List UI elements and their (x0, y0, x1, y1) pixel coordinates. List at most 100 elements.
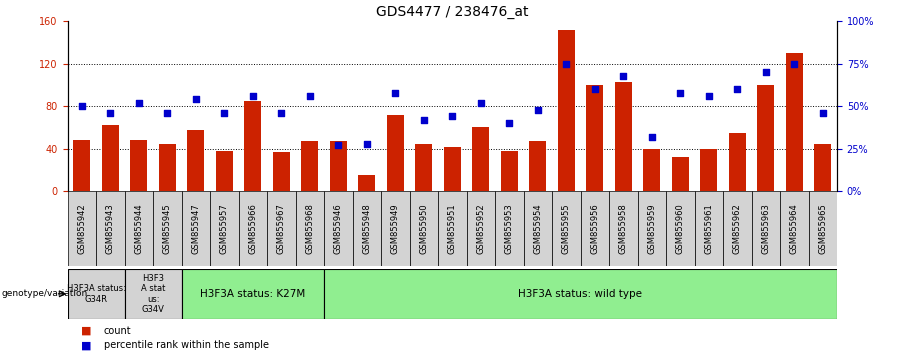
Bar (780, 191, 808, 266)
Bar (353, 191, 381, 266)
Bar (495, 191, 524, 266)
Point (103, 110, 117, 116)
Bar (723, 191, 752, 266)
Bar (96, 191, 124, 266)
Bar (609, 191, 637, 266)
Text: GSM855963: GSM855963 (761, 203, 770, 254)
Text: GSM855968: GSM855968 (305, 203, 314, 254)
Bar (295, 191, 324, 266)
Bar (210, 191, 239, 266)
Bar (500, 151, 518, 191)
Point (759, 69, 773, 75)
Text: GSM855961: GSM855961 (704, 203, 713, 254)
Point (673, 90, 688, 96)
Bar (124, 269, 182, 319)
Bar (358, 175, 375, 191)
Bar (68, 269, 124, 319)
Title: GDS4477 / 238476_at: GDS4477 / 238476_at (376, 5, 528, 19)
Text: H3F3A status: wild type: H3F3A status: wild type (518, 289, 643, 299)
Point (302, 93, 317, 99)
Bar (324, 269, 837, 319)
Text: GSM855956: GSM855956 (590, 203, 599, 254)
Text: GSM855966: GSM855966 (248, 203, 257, 254)
Text: GSM855943: GSM855943 (106, 203, 115, 254)
Text: GSM855959: GSM855959 (647, 203, 656, 254)
Bar (73, 140, 90, 191)
Bar (752, 191, 780, 266)
Point (75, 103, 89, 109)
Bar (695, 191, 723, 266)
Point (644, 134, 659, 139)
Text: GSM855964: GSM855964 (790, 203, 799, 254)
Bar (182, 191, 210, 266)
Bar (529, 141, 546, 191)
Bar (329, 141, 346, 191)
Bar (615, 82, 632, 191)
Bar (302, 141, 319, 191)
Bar (637, 191, 666, 266)
Point (331, 142, 346, 148)
Point (473, 100, 488, 105)
Point (502, 120, 517, 126)
Bar (444, 147, 461, 191)
Point (417, 117, 431, 122)
Point (359, 141, 374, 147)
Text: GSM855944: GSM855944 (134, 203, 143, 254)
Bar (524, 191, 552, 266)
Bar (124, 191, 153, 266)
Bar (238, 191, 267, 266)
Text: GSM855947: GSM855947 (191, 203, 200, 254)
Point (388, 90, 402, 96)
Bar (586, 85, 603, 191)
Text: GSM855946: GSM855946 (334, 203, 343, 254)
Text: GSM855967: GSM855967 (277, 203, 286, 254)
Bar (216, 151, 233, 191)
Bar (700, 149, 717, 191)
Text: GSM855945: GSM855945 (163, 203, 172, 254)
Bar (438, 191, 466, 266)
Bar (472, 127, 490, 191)
Text: GSM855942: GSM855942 (77, 203, 86, 254)
Text: GSM855948: GSM855948 (362, 203, 371, 254)
Text: GSM855955: GSM855955 (562, 203, 571, 254)
Text: percentile rank within the sample: percentile rank within the sample (104, 340, 268, 350)
Point (445, 114, 459, 119)
Bar (466, 191, 495, 266)
Bar (244, 101, 261, 191)
Bar (558, 30, 575, 191)
Text: GSM855957: GSM855957 (220, 203, 229, 254)
Text: genotype/variation: genotype/variation (2, 289, 88, 298)
Point (559, 61, 573, 67)
Point (531, 107, 545, 113)
Bar (182, 269, 324, 319)
Bar (387, 115, 404, 191)
Bar (158, 144, 176, 191)
Bar (68, 191, 96, 266)
Bar (644, 149, 661, 191)
Bar (808, 191, 837, 266)
Bar (324, 191, 353, 266)
Text: H3F3A status:
G34R: H3F3A status: G34R (67, 284, 125, 303)
Text: GSM855962: GSM855962 (733, 203, 742, 254)
Bar (267, 191, 295, 266)
Bar (381, 191, 410, 266)
Point (787, 61, 801, 67)
Text: GSM855949: GSM855949 (391, 203, 400, 254)
Bar (273, 152, 290, 191)
Text: GSM855951: GSM855951 (448, 203, 456, 254)
Bar (410, 191, 438, 266)
Text: GSM855958: GSM855958 (619, 203, 628, 254)
Point (730, 86, 744, 92)
Point (217, 110, 231, 116)
Point (246, 93, 260, 99)
Point (588, 86, 602, 92)
Bar (814, 144, 832, 191)
Bar (552, 191, 581, 266)
Text: GSM855960: GSM855960 (676, 203, 685, 254)
Text: H3F3A status: K27M: H3F3A status: K27M (200, 289, 305, 299)
Bar (580, 191, 609, 266)
Point (616, 73, 630, 79)
Point (815, 110, 830, 116)
Bar (153, 191, 182, 266)
Text: GSM855954: GSM855954 (533, 203, 542, 254)
